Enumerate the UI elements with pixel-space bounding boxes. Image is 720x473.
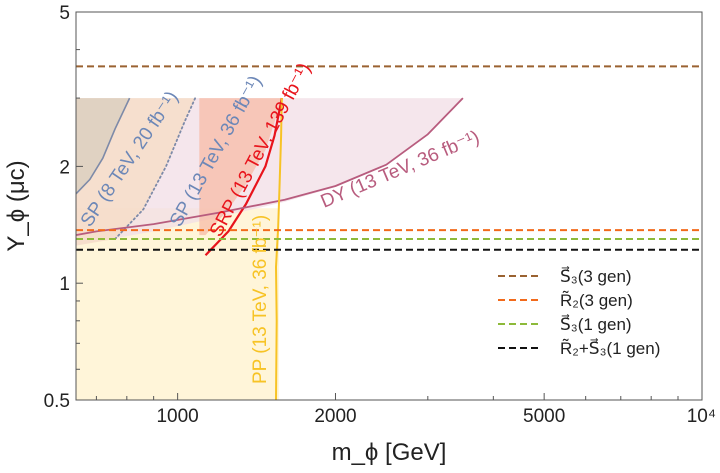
curve-sp-13-tev-36-fb	[114, 97, 197, 240]
coupling-reference-lines	[76, 65, 702, 251]
label-pp-13-tev-36-fb: PP (13 TeV, 36 fb⁻¹)	[250, 215, 271, 384]
legend-label: S⃗₃(3 gen)	[560, 265, 632, 286]
region-srp-13-tev-139-fb	[199, 98, 282, 236]
legend-label: R̃₂(3 gen)	[560, 290, 633, 310]
plot-frame	[75, 11, 703, 401]
y-tick-label: 1	[59, 274, 70, 295]
x-tick-label: 10⁴	[687, 406, 716, 427]
x-tick-label: 2000	[314, 406, 356, 427]
exclusion-curves	[76, 97, 464, 400]
axis-ticks: 1000 2000 5000 10⁴ 0.5 1 2 5	[44, 3, 716, 427]
legend: S⃗₃(3 gen) R̃₂(3 gen) S⃗₃(1 gen) R̃₂+S⃗₃(1 …	[498, 265, 660, 358]
curve-sp-8-tev-20-fb	[76, 97, 131, 195]
y-axis-title: Y_ϕ (μc)	[3, 160, 30, 251]
curve-pp-13-tev-36-fb	[275, 98, 283, 400]
y-tick-label: 2	[59, 157, 70, 178]
curve-dy-13-tev-36-fb	[76, 97, 464, 236]
x-tick-label: 5000	[523, 406, 565, 427]
shaded-regions	[76, 98, 463, 400]
x-tick-label: 1000	[156, 406, 198, 427]
y-tick-label: 0.5	[44, 391, 70, 412]
curve-srp-13-tev-139-fb	[204, 97, 283, 257]
x-axis-title: m_ϕ [GeV]	[332, 439, 447, 466]
y-tick-label: 5	[59, 3, 70, 24]
region-pp-13-tev-36-fb	[76, 208, 279, 400]
region-sp-8-tev-20-fb	[76, 98, 130, 194]
legend-label: R̃₂+S⃗₃(1 gen)	[560, 337, 660, 358]
legend-label: S⃗₃(1 gen)	[560, 313, 632, 334]
